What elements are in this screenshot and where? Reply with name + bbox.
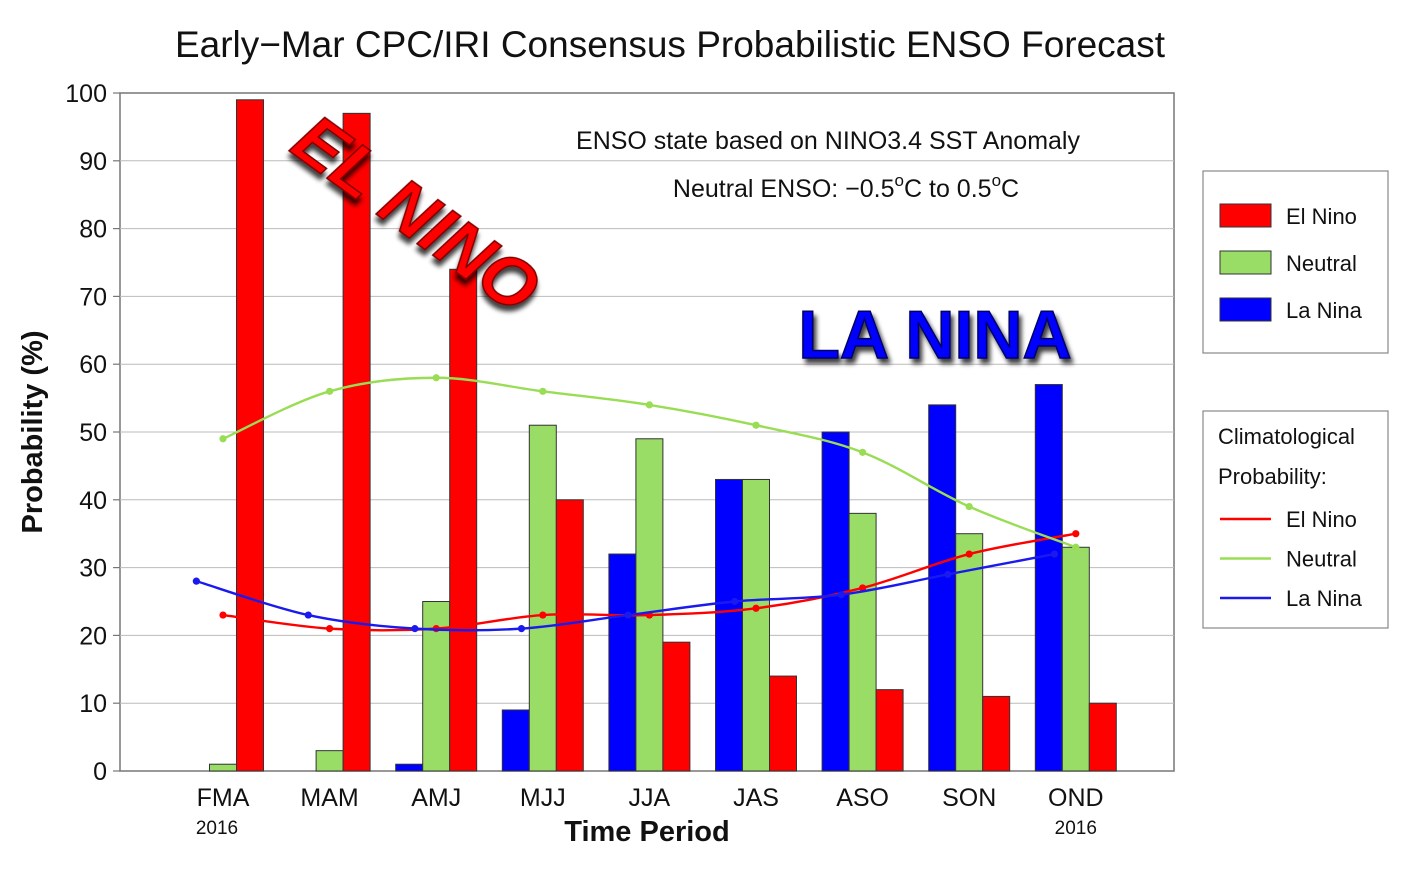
- x-tick-label: AMJ: [411, 784, 461, 812]
- legend-swatch-la-nina: [1219, 297, 1272, 322]
- bar-el-nino: [236, 99, 264, 772]
- climatology-point-el-nino: [539, 611, 547, 619]
- legend-forecast: El Nino Neutral La Nina: [1202, 170, 1389, 354]
- x-tick-sublabel-first: 2016: [196, 818, 238, 839]
- x-tick-sublabel-last: 2016: [1055, 818, 1097, 839]
- bar-la-nina: [501, 709, 530, 772]
- climatology-point-la-nina: [1050, 550, 1059, 558]
- legend-swatch-el-nino: [1219, 203, 1272, 228]
- climatology-point-la-nina: [624, 611, 632, 619]
- climatology-point-neutral: [1072, 543, 1080, 551]
- y-tick-label: 10: [79, 690, 107, 718]
- bars: [209, 99, 1117, 772]
- bar-neutral: [528, 424, 557, 772]
- climatology-point-la-nina: [517, 625, 526, 633]
- climatology-point-neutral: [432, 374, 440, 382]
- bar-el-nino: [1088, 702, 1117, 772]
- climatology-point-la-nina: [192, 577, 200, 585]
- bar-neutral: [635, 438, 664, 772]
- bar-neutral: [1061, 546, 1090, 772]
- climatology-point-el-nino: [1072, 530, 1080, 538]
- climatology-point-el-nino: [859, 584, 867, 592]
- climatology-point-el-nino: [326, 625, 334, 633]
- climatology-point-neutral: [219, 435, 227, 443]
- y-axis-ticks: 0 10 20 30 40 50 60 70 80 90 100: [65, 80, 120, 786]
- annotation-line-1: ENSO state based on NINO3.4 SST Anomaly: [576, 127, 1080, 155]
- climatology-lines: [192, 374, 1080, 633]
- x-axis-label: Time Period: [564, 816, 729, 848]
- y-tick-label: 0: [93, 758, 107, 786]
- y-tick-label: 100: [65, 80, 107, 108]
- climatology-point-neutral: [539, 387, 547, 395]
- legend-climatology-title-1: Climatological: [1218, 424, 1355, 449]
- climatology-point-la-nina: [411, 625, 419, 633]
- x-tick-label: MAM: [300, 784, 358, 812]
- legend-label-neutral: Neutral: [1286, 251, 1357, 276]
- climatology-point-el-nino: [965, 550, 973, 558]
- legend-swatch-neutral: [1219, 250, 1272, 275]
- climatology-point-neutral: [645, 401, 654, 409]
- climatology-point-neutral: [326, 387, 334, 395]
- x-tick-label: JAS: [733, 784, 779, 812]
- chart-title: Early−Mar CPC/IRI Consensus Probabilisti…: [175, 24, 1166, 65]
- bar-el-nino: [982, 695, 1011, 772]
- x-axis-ticks: FMA MAM AMJ MJJ JJA JAS ASO SON OND 2016 2016: [196, 784, 1104, 839]
- x-tick-label: SON: [942, 784, 996, 812]
- bar-el-nino: [769, 675, 797, 772]
- bar-el-nino: [449, 268, 478, 772]
- bar-neutral: [315, 750, 344, 772]
- x-tick-label: JJA: [629, 784, 671, 812]
- x-tick-label: MJJ: [520, 784, 566, 812]
- y-axis-label: Probability (%): [17, 330, 49, 533]
- bar-el-nino: [555, 499, 584, 772]
- climatology-point-neutral: [859, 448, 867, 456]
- climatology-point-la-nina: [304, 611, 312, 619]
- bar-neutral: [209, 763, 237, 772]
- bar-neutral: [848, 512, 877, 772]
- climatology-point-la-nina: [944, 570, 952, 578]
- legend-climatology: Climatological Probability: El Nino Neutr…: [1202, 410, 1389, 629]
- bar-el-nino: [342, 112, 371, 772]
- legend-clim-label-la-nina: La Nina: [1286, 586, 1363, 611]
- x-tick-label: ASO: [836, 784, 889, 812]
- bar-el-nino: [875, 689, 904, 772]
- x-tick-label: FMA: [197, 784, 250, 812]
- y-tick-label: 20: [79, 622, 107, 650]
- bar-la-nina: [1034, 384, 1063, 772]
- legend-climatology-title-2: Probability:: [1218, 464, 1327, 489]
- y-tick-label: 50: [79, 419, 107, 447]
- bar-la-nina: [928, 404, 957, 772]
- x-tick-label: OND: [1048, 784, 1104, 812]
- y-tick-label: 40: [79, 487, 107, 515]
- legend-label-el-nino: El Nino: [1286, 204, 1357, 229]
- annotation-line-2: Neutral ENSO: −0.5oC to 0.5oC: [673, 171, 1019, 203]
- la-nina-overlay-label: LA NINA: [798, 297, 1071, 373]
- bar-la-nina: [821, 431, 850, 772]
- legend-clim-label-neutral: Neutral: [1286, 547, 1357, 572]
- bar-la-nina: [608, 553, 637, 772]
- y-tick-label: 30: [79, 555, 107, 583]
- bar-la-nina: [715, 478, 743, 772]
- y-tick-label: 60: [79, 351, 107, 379]
- bar-el-nino: [662, 641, 691, 772]
- climatology-point-la-nina: [837, 591, 845, 599]
- climatology-point-neutral: [752, 421, 760, 429]
- legend-label-la-nina: La Nina: [1286, 298, 1363, 323]
- bar-neutral: [742, 478, 770, 772]
- bar-la-nina: [395, 763, 424, 772]
- climatology-point-neutral: [965, 502, 973, 511]
- y-tick-label: 90: [79, 148, 107, 176]
- legend-clim-label-el-nino: El Nino: [1286, 507, 1357, 532]
- climatology-point-el-nino: [752, 604, 760, 612]
- y-tick-label: 70: [79, 283, 107, 311]
- climatology-point-la-nina: [731, 597, 739, 606]
- climatology-point-el-nino: [219, 611, 227, 619]
- y-tick-label: 80: [79, 216, 107, 244]
